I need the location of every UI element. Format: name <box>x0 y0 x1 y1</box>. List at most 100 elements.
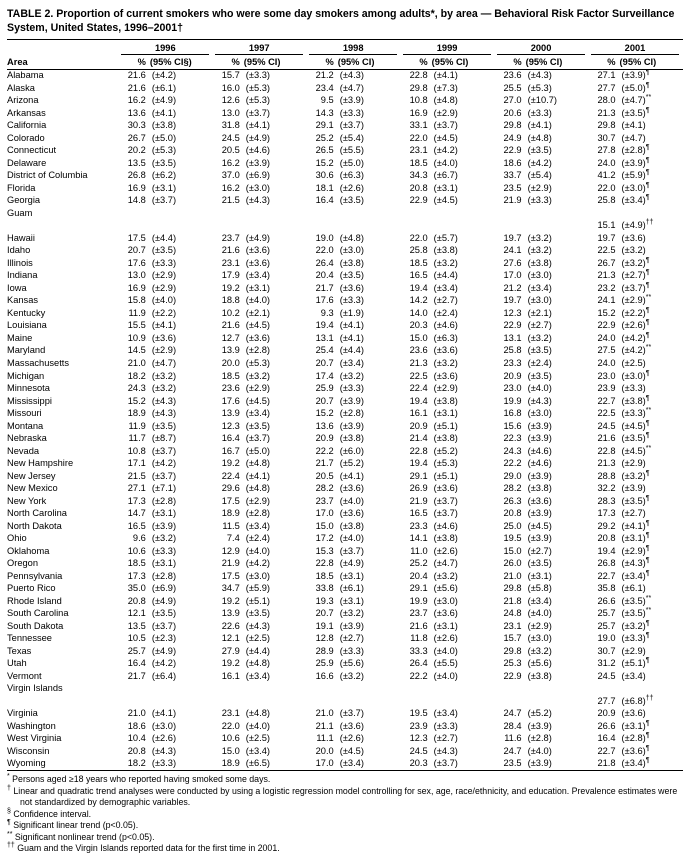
ci-value: (±3.1)¶ <box>621 532 650 544</box>
pct-value: 16.4 <box>597 733 616 744</box>
pct-value: 21.1 <box>315 720 334 731</box>
area-name: Kentucky <box>7 307 46 318</box>
area-name: Wyoming <box>7 758 46 769</box>
ci-value: (±4.0) <box>245 720 271 731</box>
ci-value: (±4.2) <box>151 458 177 469</box>
area-column-header: Area <box>7 54 120 70</box>
pct-value: 15.8 <box>127 295 146 306</box>
ci-value: (±4.0) <box>245 545 271 556</box>
pct-value: 34.3 <box>409 170 428 181</box>
ci-value: (±3.1) <box>527 570 552 581</box>
ci-value: (±3.4) <box>339 758 364 769</box>
pct-value <box>589 207 616 220</box>
table-row: Oregon 18.5 (±3.1) 21.9 (±4.2) 22.8 (±4.9) 25.2… <box>7 557 683 571</box>
pct-value: 22.2 <box>503 458 522 469</box>
pct-value: 24.9 <box>503 132 522 143</box>
pct-value: 22.2 <box>409 670 428 681</box>
pct-value: 27.6 <box>503 257 522 268</box>
pct-value: 27.8 <box>597 145 616 156</box>
pct-value: 18.5 <box>409 257 428 268</box>
pct-value: 12.1 <box>221 633 240 644</box>
ci-value: (±4.2) <box>151 658 177 669</box>
pct-value: 37.0 <box>221 170 240 181</box>
pct-value: 20.7 <box>315 395 334 406</box>
area-name: Guam <box>7 207 33 218</box>
ci-value: (±4.4) <box>339 345 364 356</box>
pct-value <box>119 207 146 220</box>
pct-value: 21.6 <box>597 433 616 444</box>
pct-value: 11.8 <box>410 633 428 644</box>
ci-value: (±4.3) <box>151 408 177 419</box>
pct-value: 18.2 <box>127 758 146 769</box>
pct-value: 16.4 <box>315 195 334 206</box>
ci-value: (±4.9)†† <box>621 219 654 231</box>
ci-value: (±4.6) <box>433 520 458 531</box>
pct-value: 29.2 <box>597 520 616 531</box>
pct-value: 16.9 <box>127 182 146 193</box>
pct-value: 23.6 <box>409 345 428 356</box>
pct-value: 19.4 <box>409 282 428 293</box>
pct-value: 20.4 <box>409 570 428 581</box>
ci-value: (±3.8) <box>433 433 458 444</box>
pct-value: 15.3 <box>315 545 334 556</box>
ci-value: (±4.4) <box>245 645 271 656</box>
table-row: Texas 25.7 (±4.9) 27.9 (±4.4) 28.9 (±3.3) 33.3 (… <box>7 645 683 658</box>
ci-value: (±3.6) <box>339 282 364 293</box>
pct-value: 25.0 <box>503 520 522 531</box>
footnotes: * Persons aged ≥18 years who reported ha… <box>7 773 683 854</box>
ci-value: (±6.1) <box>151 82 177 93</box>
ci-value: (±3.2) <box>621 245 646 256</box>
pct-value: 23.5 <box>503 758 522 769</box>
ci-value: (±4.3) <box>151 745 177 756</box>
pct-value: 28.4 <box>503 720 522 731</box>
ci-value: (±4.9) <box>339 558 364 569</box>
pct-column-header: % <box>495 54 522 70</box>
ci-value: (±6.9) <box>151 583 177 594</box>
area-name: Connecticut <box>7 145 57 156</box>
pct-value: 21.0 <box>315 708 334 719</box>
ci-value: (±3.0) <box>245 182 271 193</box>
pct-value: 33.3 <box>409 645 428 656</box>
pct-value: 23.6 <box>221 383 240 394</box>
pct-value: 22.0 <box>315 245 334 256</box>
pct-value: 20.5 <box>315 470 334 481</box>
ci-value: (±4.0) <box>527 383 552 394</box>
pct-value: 16.1 <box>409 408 428 419</box>
pct-value: 15.5 <box>127 320 146 331</box>
area-name: Vermont <box>7 670 42 681</box>
pct-value: 15.1 <box>597 220 616 231</box>
pct-value: 34.7 <box>221 583 240 594</box>
pct-value <box>307 695 334 708</box>
pct-value: 29.8 <box>503 645 522 656</box>
ci-value: (±3.1) <box>339 570 364 581</box>
pct-column-header: % <box>307 54 334 70</box>
pct-value: 22.5 <box>597 245 616 256</box>
ci-value: (±3.9) <box>527 758 552 769</box>
ci-value: (±2.9)¶ <box>621 544 650 556</box>
pct-value: 21.3 <box>597 107 616 118</box>
ci-value: (±3.5) <box>527 345 552 356</box>
ci-value: (±2.8)¶ <box>621 144 650 156</box>
ci-value: (±3.7) <box>245 107 271 118</box>
ci-value: (±4.0) <box>433 670 458 681</box>
pct-value: 28.8 <box>597 470 616 481</box>
pct-value: 19.2 <box>221 658 240 669</box>
ci-value: (±3.2)¶ <box>621 469 650 481</box>
ci-value: (±3.7) <box>433 495 458 506</box>
ci-value: (±3.3) <box>433 720 458 731</box>
ci-value: (±4.6) <box>433 320 458 331</box>
ci-value: (±3.0) <box>151 720 177 731</box>
pct-value: 16.6 <box>315 670 334 681</box>
ci-value: (±5.3) <box>245 357 271 368</box>
pct-value: 16.0 <box>221 82 240 93</box>
pct-value: 11.9 <box>128 420 146 431</box>
ci-value: (±3.5)** <box>621 594 652 606</box>
ci-value: (±3.2) <box>339 608 364 619</box>
pct-value: 15.2 <box>315 157 334 168</box>
pct-value: 26.4 <box>315 257 334 268</box>
pct-value: 22.0 <box>409 132 428 143</box>
ci-value: (±4.0) <box>527 745 552 756</box>
ci-value: (±3.2) <box>527 232 552 243</box>
ci-value: (±4.0) <box>433 645 458 656</box>
ci-value <box>428 207 495 220</box>
